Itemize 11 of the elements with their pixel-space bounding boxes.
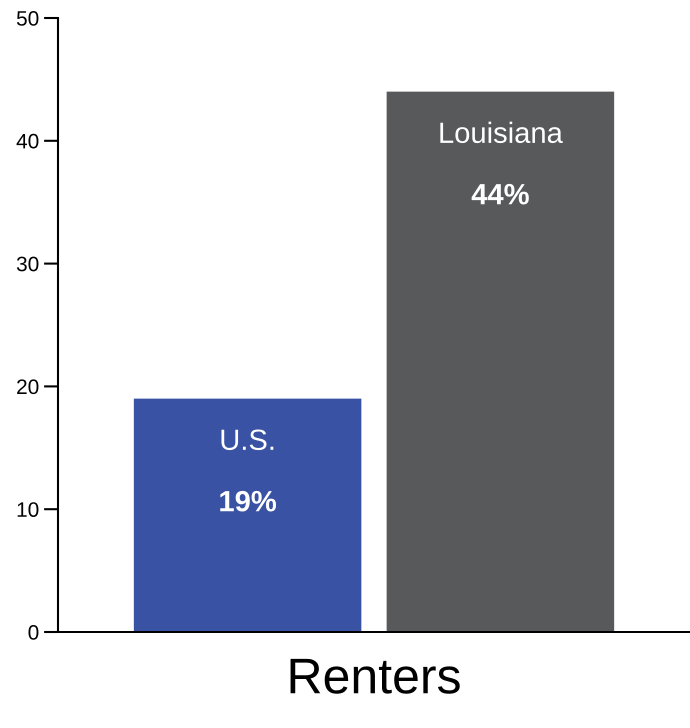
data-label: 19%: [220, 490, 276, 512]
x-tick-label: Louisiana: [440, 122, 563, 144]
x-tick-label: U.S.: [221, 429, 274, 450]
x-axis-title: Renters: [290, 658, 460, 694]
data-label: 44%: [472, 184, 529, 204]
y-tick-label: 40: [16, 134, 38, 149]
y-tick-label: 0: [28, 625, 38, 640]
y-tick-label: 20: [17, 379, 38, 394]
y-tick-label: 50: [16, 11, 38, 26]
y-tick-label: 10: [18, 502, 38, 517]
y-tick-label: 30: [16, 256, 38, 272]
